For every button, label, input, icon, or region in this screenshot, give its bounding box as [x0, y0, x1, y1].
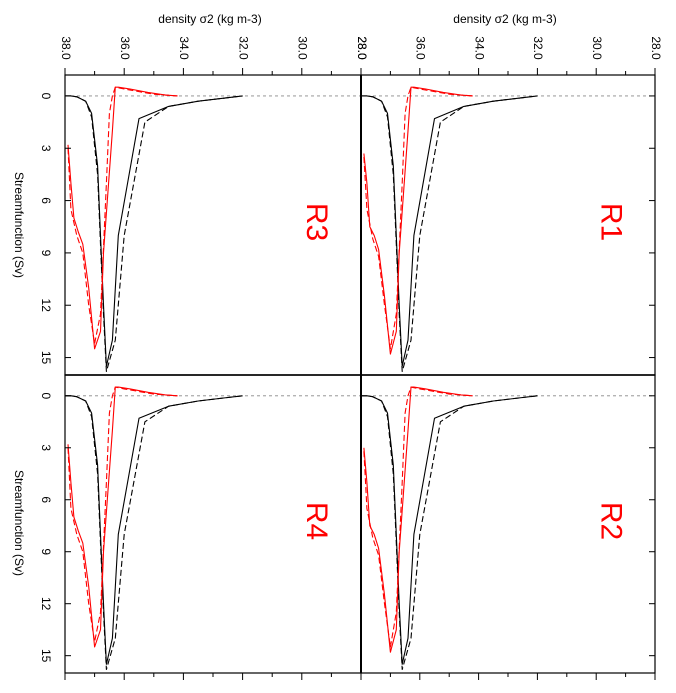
y-tick-label: 9 — [39, 250, 53, 257]
series-line-red-dashed — [363, 86, 473, 350]
x-tick-label: 36.0 — [414, 36, 428, 60]
panel-r2: R2 — [360, 374, 656, 680]
x-tick-label: 30.0 — [296, 36, 310, 60]
top-axis-title-right: density σ2 (kg m-3) — [453, 12, 556, 26]
panel-label-r1: R1 — [595, 203, 628, 241]
y-tick-label: 15 — [39, 351, 53, 365]
x-tick-label: 36.0 — [118, 36, 132, 60]
y-tick-label: 0 — [39, 392, 53, 399]
top-axis-title-left: density σ2 (kg m-3) — [158, 12, 261, 26]
panel-r3: 0 3 6 9 12 15 38.0 36.0 34.0 32.0 30.0 28.0 R3 — [39, 36, 369, 376]
series-line-red-solid — [363, 86, 473, 355]
series-line-black-solid — [65, 395, 243, 665]
series-line-red-solid — [363, 386, 473, 653]
series-line-red-solid — [67, 386, 178, 648]
y-tick-label: 15 — [39, 649, 53, 663]
y-tick-label: 6 — [39, 197, 53, 204]
x-tick-label: 28.0 — [355, 36, 369, 60]
series-line-black-solid — [65, 95, 243, 367]
y-tick-label: 6 — [39, 496, 53, 503]
panel-label-r2: R2 — [595, 502, 628, 540]
series-line-black-dashed — [65, 95, 243, 373]
series-line-red-dashed — [67, 386, 178, 643]
left-axis-title-bottom: Streamfunction (Sv) — [12, 470, 26, 576]
x-tick-label: 34.0 — [177, 36, 191, 60]
y-tick-label: 0 — [39, 93, 53, 100]
series-line-black-dashed — [65, 395, 243, 671]
x-tick-label: 32.0 — [236, 36, 250, 60]
panel-r4: 0 3 6 9 12 15 R4 — [39, 374, 362, 680]
y-tick-label: 12 — [39, 597, 53, 611]
series-line-black-dashed — [361, 395, 538, 671]
left-axis-title-top: Streamfunction (Sv) — [12, 172, 26, 278]
x-tick-label: 28.0 — [649, 36, 663, 60]
y-tick-label: 3 — [39, 145, 53, 152]
y-tick-label: 3 — [39, 444, 53, 451]
series-line-red-dashed — [363, 386, 473, 648]
series-line-red-dashed — [67, 86, 178, 345]
panel-label-r3: R3 — [300, 203, 333, 241]
x-tick-label: 32.0 — [531, 36, 545, 60]
x-tick-label: 28.0 — [355, 36, 369, 60]
y-tick-label: 9 — [39, 548, 53, 555]
panel-r1: 28.0 36.0 34.0 32.0 30.0 28.0 R1 — [355, 36, 663, 376]
y-tick-label: 12 — [39, 299, 53, 313]
x-tick-label: 30.0 — [590, 36, 604, 60]
series-line-black-dashed — [361, 95, 538, 373]
x-tick-label: 38.0 — [59, 36, 73, 60]
panel-label-r4: R4 — [300, 502, 333, 540]
series-line-red-solid — [67, 86, 178, 350]
x-tick-label: 34.0 — [472, 36, 486, 60]
